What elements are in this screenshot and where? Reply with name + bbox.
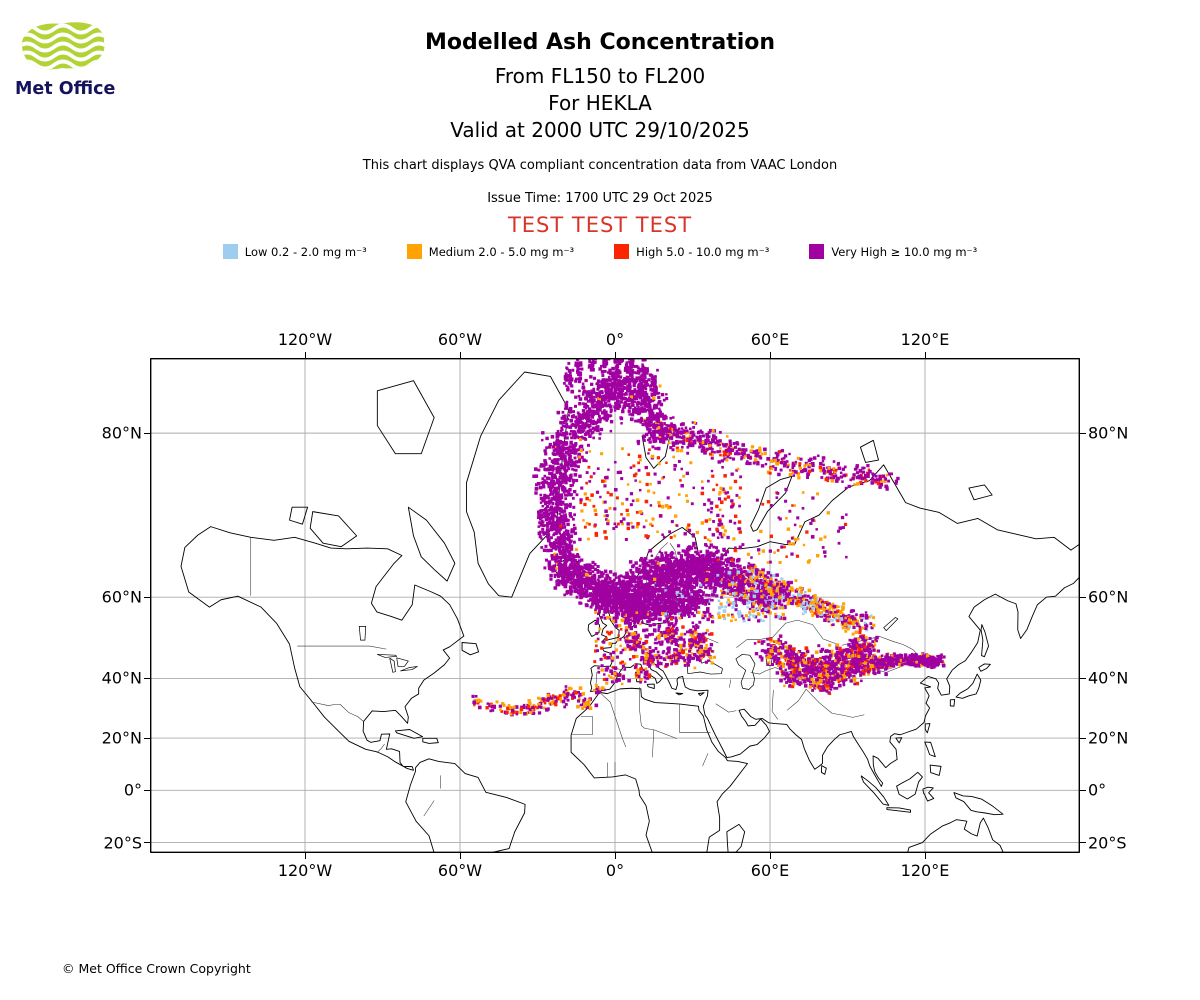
y-tickmark-right-1: [1080, 596, 1086, 598]
world-map-canvas: [150, 358, 1080, 853]
y-tick-label-left-3: 20°N: [101, 728, 142, 748]
y-tick-label-right-4: 0°: [1088, 780, 1107, 800]
legend-item-very-high: Very High ≥ 10.0 mg m⁻³: [809, 244, 977, 259]
x-tickmark-top-2: [614, 352, 616, 358]
x-tick-label-bottom-4: 120°E: [900, 861, 950, 880]
y-tickmark-left-0: [144, 432, 150, 434]
y-tick-label-right-3: 20°N: [1088, 728, 1129, 748]
y-tick-label-left-5: 20°S: [103, 833, 142, 853]
met-office-logo-mark: [21, 22, 105, 70]
legend-label-high: High 5.0 - 10.0 mg m⁻³: [636, 244, 770, 259]
met-office-logo-text: Met Office: [15, 79, 116, 99]
y-tickmark-left-5: [144, 842, 150, 844]
legend-item-low: Low 0.2 - 2.0 mg m⁻³: [222, 244, 367, 259]
y-tick-label-right-2: 40°N: [1088, 668, 1129, 688]
legend-swatch-very-high: [809, 244, 825, 259]
x-tick-label-top-2: 0°: [605, 330, 625, 349]
x-tickmark-top-0: [304, 352, 306, 358]
x-tick-label-top-3: 60°E: [750, 330, 790, 349]
y-tick-label-left-4: 0°: [123, 780, 142, 800]
qva-compliance-note: This chart displays QVA compliant concen…: [362, 158, 838, 173]
y-tickmark-right-5: [1080, 842, 1086, 844]
legend-label-low: Low 0.2 - 2.0 mg m⁻³: [244, 244, 367, 259]
y-tick-label-left-1: 60°N: [101, 587, 142, 607]
x-tickmark-bottom-4: [924, 853, 926, 859]
valid-time-subtitle: Valid at 2000 UTC 29/10/2025: [450, 118, 750, 142]
x-tickmark-top-4: [924, 352, 926, 358]
legend-swatch-low: [222, 244, 238, 259]
y-tick-label-left-0: 80°N: [101, 423, 142, 443]
x-tick-label-top-0: 120°W: [277, 330, 333, 349]
x-tick-label-top-4: 120°E: [900, 330, 950, 349]
issue-time: Issue Time: 1700 UTC 29 Oct 2025: [487, 191, 713, 206]
x-tick-label-top-1: 60°W: [437, 330, 483, 349]
x-tick-label-bottom-3: 60°E: [750, 861, 790, 880]
legend-item-high: High 5.0 - 10.0 mg m⁻³: [614, 244, 769, 259]
y-tick-label-right-0: 80°N: [1088, 423, 1129, 443]
y-tick-label-right-5: 20°S: [1088, 833, 1127, 853]
y-tick-label-right-1: 60°N: [1088, 587, 1129, 607]
volcano-subtitle: For HEKLA: [548, 91, 652, 115]
x-tick-label-bottom-1: 60°W: [437, 861, 483, 880]
y-tickmark-right-2: [1080, 677, 1086, 679]
x-tickmark-top-3: [769, 352, 771, 358]
legend-swatch-medium: [406, 244, 422, 259]
legend-label-medium: Medium 2.0 - 5.0 mg m⁻³: [428, 244, 575, 259]
copyright-notice: © Met Office Crown Copyright: [62, 961, 251, 976]
y-tickmark-left-3: [144, 737, 150, 739]
flight-level-subtitle: From FL150 to FL200: [494, 64, 706, 88]
legend-swatch-high: [614, 244, 630, 259]
met-office-logo: Met Office: [14, 18, 134, 99]
x-tickmark-top-1: [459, 352, 461, 358]
x-tick-label-bottom-0: 120°W: [277, 861, 333, 880]
y-tickmark-left-1: [144, 596, 150, 598]
y-tickmark-right-3: [1080, 737, 1086, 739]
y-tick-label-left-2: 40°N: [101, 668, 142, 688]
legend-item-medium: Medium 2.0 - 5.0 mg m⁻³: [406, 244, 575, 259]
map-frame: [150, 358, 1080, 853]
test-banner: TEST TEST TEST: [507, 213, 693, 237]
y-tickmark-right-0: [1080, 432, 1086, 434]
x-tickmark-bottom-1: [459, 853, 461, 859]
y-tickmark-left-2: [144, 677, 150, 679]
legend-label-very-high: Very High ≥ 10.0 mg m⁻³: [831, 244, 978, 259]
x-tickmark-bottom-3: [769, 853, 771, 859]
legend: Low 0.2 - 2.0 mg m⁻³ Medium 2.0 - 5.0 mg…: [0, 244, 1200, 259]
x-tickmark-bottom-0: [304, 853, 306, 859]
x-tickmark-bottom-2: [614, 853, 616, 859]
x-tick-label-bottom-2: 0°: [605, 861, 625, 880]
page-title: Modelled Ash Concentration: [424, 30, 776, 55]
y-tickmark-left-4: [144, 789, 150, 791]
y-tickmark-right-4: [1080, 789, 1086, 791]
